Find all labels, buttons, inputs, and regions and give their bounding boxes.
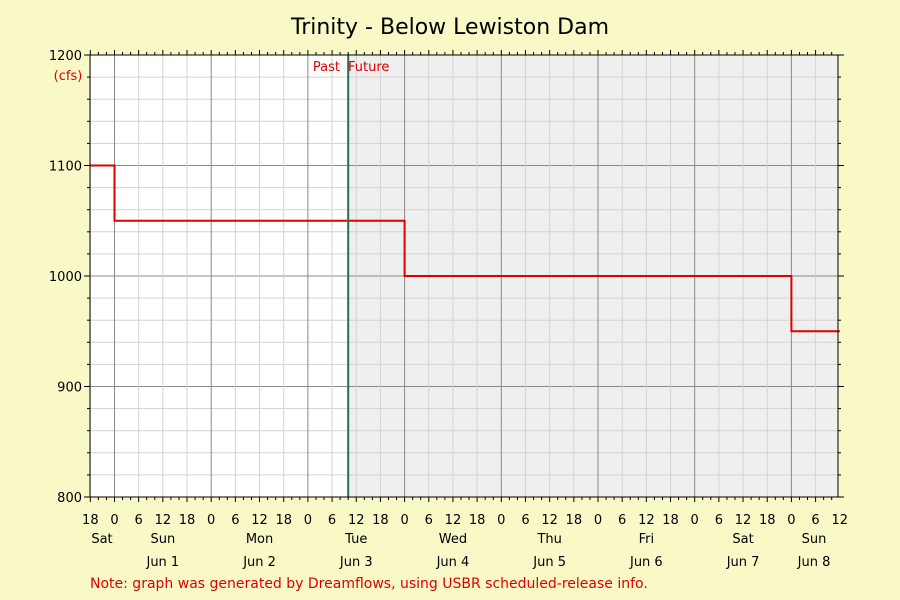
x-hour-label: 12 — [735, 513, 752, 528]
y-tick-label: 1000 — [49, 270, 82, 285]
x-hour-label: 12 — [831, 513, 848, 528]
weekday-label: Tue — [344, 532, 367, 547]
flow-line — [90, 164, 840, 333]
date-label: Jun 4 — [436, 555, 470, 570]
x-hour-label: 6 — [328, 513, 336, 528]
grid-lines — [89, 54, 838, 498]
x-hour-label: 18 — [469, 513, 486, 528]
x-hour-label: 18 — [82, 513, 99, 528]
weekday-label: Wed — [439, 532, 467, 547]
x-hour-label: 6 — [618, 513, 626, 528]
weekday-label: Sat — [732, 532, 753, 547]
date-label: Jun 7 — [726, 555, 760, 570]
x-hour-label: 12 — [348, 513, 365, 528]
x-hour-label: 18 — [275, 513, 292, 528]
x-hour-label: 12 — [155, 513, 172, 528]
future-label: Future — [348, 60, 389, 75]
date-label: Jun 1 — [145, 555, 179, 570]
weekday-label: Sun — [802, 532, 827, 547]
y-tick-label: 1200 — [49, 49, 82, 64]
x-hour-label: 18 — [566, 513, 583, 528]
source-note: Note: graph was generated by Dreamflows,… — [90, 576, 648, 592]
weekday-label: Sat — [91, 532, 112, 547]
date-label: Jun 3 — [339, 555, 373, 570]
y-tick-label: 1100 — [49, 160, 82, 175]
date-label: Jun 5 — [532, 555, 566, 570]
x-hour-label: 6 — [715, 513, 723, 528]
weekday-label: Mon — [246, 532, 273, 547]
flow-series — [90, 55, 840, 497]
x-hour-label: 6 — [425, 513, 433, 528]
axes — [84, 50, 844, 502]
date-label: Jun 2 — [242, 555, 276, 570]
x-hour-label: 0 — [787, 513, 795, 528]
date-label: Jun 6 — [629, 555, 663, 570]
x-hour-label: 18 — [759, 513, 776, 528]
y-tick-label: 900 — [57, 381, 82, 396]
y-axis-unit-label: (cfs) — [54, 69, 83, 84]
past-label: Past — [313, 60, 340, 75]
x-hour-label: 0 — [497, 513, 505, 528]
x-hour-label: 0 — [594, 513, 602, 528]
x-hour-label: 12 — [541, 513, 558, 528]
weekday-label: Thu — [536, 532, 561, 547]
x-hour-label: 18 — [662, 513, 679, 528]
date-label: Jun 8 — [797, 555, 831, 570]
x-hour-label: 12 — [251, 513, 268, 528]
x-hour-label: 0 — [304, 513, 312, 528]
y-tick-label: 800 — [57, 491, 82, 506]
x-hour-label: 6 — [231, 513, 239, 528]
x-hour-label: 0 — [207, 513, 215, 528]
x-hour-label: 0 — [691, 513, 699, 528]
x-hour-label: 6 — [811, 513, 819, 528]
weekday-label: Sun — [150, 532, 175, 547]
x-hour-label: 6 — [135, 513, 143, 528]
x-hour-label: 18 — [179, 513, 196, 528]
x-hour-label: 0 — [400, 513, 408, 528]
x-hour-label: 12 — [638, 513, 655, 528]
x-hour-label: 0 — [110, 513, 118, 528]
x-hour-label: 12 — [445, 513, 462, 528]
x-hour-label: 18 — [372, 513, 389, 528]
x-hour-label: 6 — [521, 513, 529, 528]
weekday-label: Fri — [639, 532, 655, 547]
chart-title: Trinity - Below Lewiston Dam — [290, 15, 609, 40]
